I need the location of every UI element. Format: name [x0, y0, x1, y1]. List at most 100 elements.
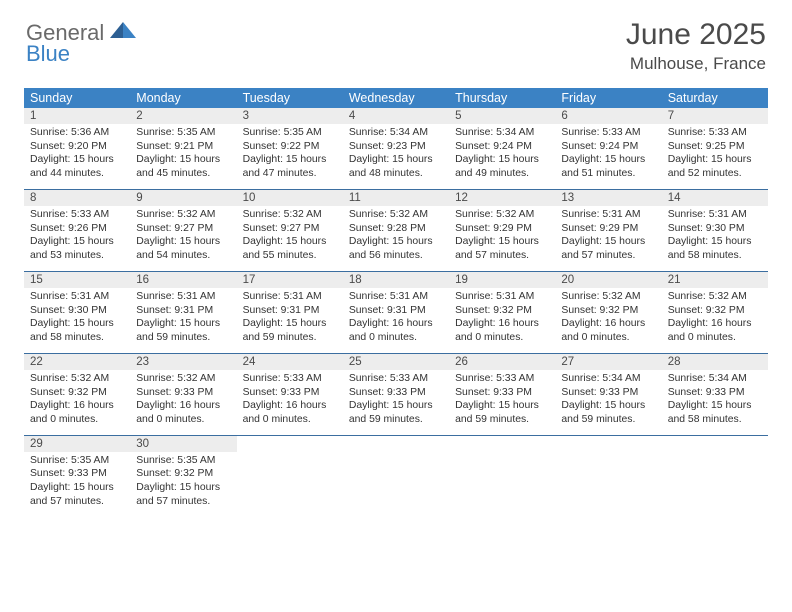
daylight-text-2: and 54 minutes. [136, 249, 230, 263]
sunrise-text: Sunrise: 5:34 AM [561, 372, 655, 386]
sunset-text: Sunset: 9:21 PM [136, 140, 230, 154]
day-content: Sunrise: 5:34 AMSunset: 9:23 PMDaylight:… [343, 124, 449, 189]
day-cell: 12Sunrise: 5:32 AMSunset: 9:29 PMDayligh… [449, 189, 555, 271]
daylight-text-2: and 57 minutes. [561, 249, 655, 263]
day-cell: 4Sunrise: 5:34 AMSunset: 9:23 PMDaylight… [343, 108, 449, 189]
sunset-text: Sunset: 9:31 PM [243, 304, 337, 318]
day-content: Sunrise: 5:32 AMSunset: 9:32 PMDaylight:… [24, 370, 130, 435]
daylight-text-2: and 59 minutes. [243, 331, 337, 345]
day-cell: 7Sunrise: 5:33 AMSunset: 9:25 PMDaylight… [662, 108, 768, 189]
day-cell: 11Sunrise: 5:32 AMSunset: 9:28 PMDayligh… [343, 189, 449, 271]
daylight-text-2: and 44 minutes. [30, 167, 124, 181]
day-content: Sunrise: 5:34 AMSunset: 9:33 PMDaylight:… [662, 370, 768, 435]
sunrise-text: Sunrise: 5:31 AM [455, 290, 549, 304]
sunset-text: Sunset: 9:33 PM [561, 386, 655, 400]
day-cell [237, 435, 343, 516]
day-number: 2 [130, 108, 236, 124]
daylight-text-1: Daylight: 15 hours [561, 153, 655, 167]
day-content: Sunrise: 5:35 AMSunset: 9:33 PMDaylight:… [24, 452, 130, 517]
daylight-text-2: and 59 minutes. [136, 331, 230, 345]
day-cell: 16Sunrise: 5:31 AMSunset: 9:31 PMDayligh… [130, 271, 236, 353]
daylight-text-2: and 45 minutes. [136, 167, 230, 181]
day-content: Sunrise: 5:32 AMSunset: 9:27 PMDaylight:… [237, 206, 343, 271]
daylight-text-2: and 58 minutes. [668, 413, 762, 427]
daylight-text-1: Daylight: 15 hours [455, 399, 549, 413]
sunset-text: Sunset: 9:29 PM [455, 222, 549, 236]
day-cell: 8Sunrise: 5:33 AMSunset: 9:26 PMDaylight… [24, 189, 130, 271]
daylight-text-1: Daylight: 16 hours [455, 317, 549, 331]
day-number: 14 [662, 190, 768, 206]
sunrise-text: Sunrise: 5:34 AM [668, 372, 762, 386]
day-number: 11 [343, 190, 449, 206]
day-number: 15 [24, 272, 130, 288]
sunset-text: Sunset: 9:32 PM [561, 304, 655, 318]
day-cell: 23Sunrise: 5:32 AMSunset: 9:33 PMDayligh… [130, 353, 236, 435]
sunrise-text: Sunrise: 5:35 AM [136, 126, 230, 140]
daylight-text-1: Daylight: 15 hours [30, 481, 124, 495]
daylight-text-1: Daylight: 15 hours [30, 153, 124, 167]
day-cell: 2 Sunrise: 5:35 AMSunset: 9:21 PMDaylight… [130, 108, 236, 189]
day-cell: 18Sunrise: 5:31 AMSunset: 9:31 PMDayligh… [343, 271, 449, 353]
header: General Blue June 2025 Mulhouse, France [0, 0, 792, 80]
day-number: 28 [662, 354, 768, 370]
sunset-text: Sunset: 9:23 PM [349, 140, 443, 154]
sunset-text: Sunset: 9:33 PM [243, 386, 337, 400]
sunset-text: Sunset: 9:27 PM [136, 222, 230, 236]
sunrise-text: Sunrise: 5:35 AM [136, 454, 230, 468]
daylight-text-2: and 59 minutes. [349, 413, 443, 427]
daylight-text-2: and 0 minutes. [349, 331, 443, 345]
day-number: 30 [130, 436, 236, 452]
day-content: Sunrise: 5:32 AMSunset: 9:33 PMDaylight:… [130, 370, 236, 435]
day-number: 27 [555, 354, 661, 370]
day-content: Sunrise: 5:35 AMSunset: 9:32 PMDaylight:… [130, 452, 236, 517]
sunrise-text: Sunrise: 5:33 AM [349, 372, 443, 386]
sunset-text: Sunset: 9:24 PM [455, 140, 549, 154]
day-cell: 24Sunrise: 5:33 AMSunset: 9:33 PMDayligh… [237, 353, 343, 435]
day-content: Sunrise: 5:32 AMSunset: 9:27 PMDaylight:… [130, 206, 236, 271]
day-number: 5 [449, 108, 555, 124]
sunrise-text: Sunrise: 5:33 AM [30, 208, 124, 222]
day-cell: 26Sunrise: 5:33 AMSunset: 9:33 PMDayligh… [449, 353, 555, 435]
sunrise-text: Sunrise: 5:32 AM [136, 372, 230, 386]
daylight-text-1: Daylight: 15 hours [561, 399, 655, 413]
logo-triangle-icon [110, 20, 136, 40]
sunrise-text: Sunrise: 5:31 AM [243, 290, 337, 304]
page-title: June 2025 [626, 18, 766, 52]
calendar-table: SundayMondayTuesdayWednesdayThursdayFrid… [24, 88, 768, 517]
day-cell: 27 Sunrise: 5:34 AMSunset: 9:33 PMDayligh… [555, 353, 661, 435]
daylight-text-2: and 48 minutes. [349, 167, 443, 181]
daylight-text-1: Daylight: 15 hours [668, 399, 762, 413]
day-content: Sunrise: 5:31 AMSunset: 9:32 PMDaylight:… [449, 288, 555, 353]
day-number: 24 [237, 354, 343, 370]
day-number: 19 [449, 272, 555, 288]
day-cell: 30Sunrise: 5:35 AMSunset: 9:32 PMDayligh… [130, 435, 236, 516]
daylight-text-1: Daylight: 15 hours [243, 235, 337, 249]
daylight-text-1: Daylight: 15 hours [136, 153, 230, 167]
daylight-text-1: Daylight: 15 hours [136, 235, 230, 249]
sunset-text: Sunset: 9:30 PM [30, 304, 124, 318]
day-cell: 1Sunrise: 5:36 AMSunset: 9:20 PMDaylight… [24, 108, 130, 189]
logo: General Blue [26, 18, 136, 65]
day-number: 10 [237, 190, 343, 206]
sunrise-text: Sunrise: 5:34 AM [349, 126, 443, 140]
column-header: Tuesday [237, 88, 343, 108]
daylight-text-1: Daylight: 16 hours [30, 399, 124, 413]
calendar-body: 1Sunrise: 5:36 AMSunset: 9:20 PMDaylight… [24, 108, 768, 517]
sunrise-text: Sunrise: 5:33 AM [243, 372, 337, 386]
daylight-text-2: and 52 minutes. [668, 167, 762, 181]
daylight-text-1: Daylight: 15 hours [349, 399, 443, 413]
day-number: 3 [237, 108, 343, 124]
daylight-text-2: and 58 minutes. [30, 331, 124, 345]
day-content: Sunrise: 5:33 AMSunset: 9:33 PMDaylight:… [343, 370, 449, 435]
daylight-text-2: and 55 minutes. [243, 249, 337, 263]
sunset-text: Sunset: 9:33 PM [455, 386, 549, 400]
day-content: Sunrise: 5:31 AMSunset: 9:29 PMDaylight:… [555, 206, 661, 271]
day-content: Sunrise: 5:34 AMSunset: 9:24 PMDaylight:… [449, 124, 555, 189]
daylight-text-1: Daylight: 15 hours [30, 317, 124, 331]
day-cell: 17Sunrise: 5:31 AMSunset: 9:31 PMDayligh… [237, 271, 343, 353]
day-number: 26 [449, 354, 555, 370]
day-cell [662, 435, 768, 516]
day-content: Sunrise: 5:31 AMSunset: 9:31 PMDaylight:… [237, 288, 343, 353]
daylight-text-1: Daylight: 15 hours [349, 153, 443, 167]
daylight-text-2: and 57 minutes. [30, 495, 124, 509]
